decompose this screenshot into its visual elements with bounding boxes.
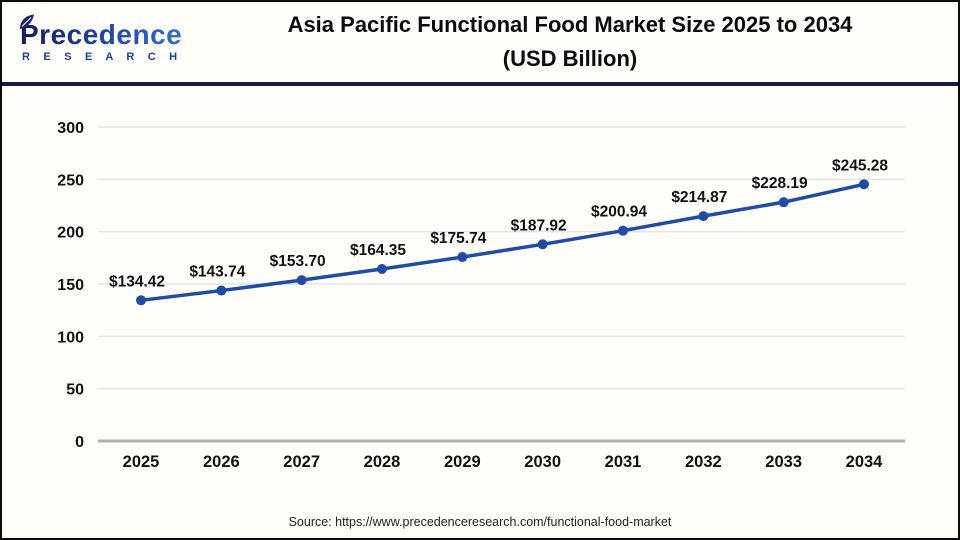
y-tick-label: 50: [66, 382, 84, 399]
y-tick-label: 250: [57, 172, 84, 189]
chart-area: 300 250 200 150 100 50 0 2025 2026 2027 2028 2029 20…: [2, 86, 958, 506]
x-tick-label: 2032: [685, 453, 722, 471]
data-value-label: $245.28: [832, 157, 888, 174]
x-tick-label: 2034: [846, 453, 884, 471]
x-tick-label: 2028: [364, 453, 401, 471]
chart-title: Asia Pacific Functional Food Market Size…: [192, 8, 958, 76]
data-value-label: $143.74: [189, 264, 245, 281]
data-point: [216, 285, 227, 296]
leaf-icon: [20, 14, 34, 29]
header-divider: [2, 82, 958, 86]
source-line: Source: https://www.precedenceresearch.c…: [2, 506, 958, 538]
x-tick-label: 2031: [605, 453, 642, 471]
x-tick-label: 2025: [123, 453, 160, 471]
y-tick-label: 150: [57, 277, 84, 294]
data-value-label: $214.87: [671, 189, 727, 206]
data-point: [537, 239, 548, 250]
data-point: [136, 295, 146, 306]
x-tick-label: 2030: [524, 453, 561, 471]
y-tick-label: 0: [75, 434, 84, 451]
precedence-research-logo: Precedence R E S E A R C H: [2, 14, 192, 63]
chart-title-line1: Asia Pacific Functional Food Market Size…: [287, 11, 853, 37]
x-tick-label: 2033: [765, 453, 802, 471]
data-value-label: $175.74: [430, 230, 486, 247]
series-line: [139, 182, 866, 303]
x-tick-label: 2027: [283, 453, 320, 471]
source-text: Source: https://www.precedenceresearch.c…: [288, 515, 672, 529]
data-value-label: $134.42: [109, 273, 165, 290]
logo-brand-text: Precedence: [20, 19, 183, 50]
y-tick-label: 300: [57, 120, 84, 137]
data-value-label: $187.92: [511, 217, 567, 234]
y-tick-label: 200: [57, 225, 84, 242]
data-value-label: $228.19: [752, 175, 808, 192]
data-point: [377, 263, 387, 274]
logo-subtext: R E S E A R C H: [22, 51, 183, 63]
data-value-label: $200.94: [591, 204, 647, 221]
chart-title-line2: (USD Billion): [502, 46, 638, 71]
data-value-label: $164.35: [350, 242, 406, 259]
data-point: [698, 211, 709, 222]
x-tick-label: 2026: [203, 453, 240, 471]
y-tick-label: 100: [57, 329, 84, 346]
data-point: [296, 275, 307, 286]
x-tick-label: 2029: [444, 453, 481, 471]
data-point: [618, 225, 628, 236]
market-size-line-chart: 300 250 200 150 100 50 0 2025 2026 2027 2028 2029 20…: [57, 120, 905, 471]
data-point: [859, 179, 869, 190]
data-value-label: $153.70: [270, 253, 326, 270]
data-point: [778, 197, 789, 208]
header: Precedence R E S E A R C H Asia Pacific …: [2, 2, 958, 82]
data-point: [457, 252, 468, 263]
